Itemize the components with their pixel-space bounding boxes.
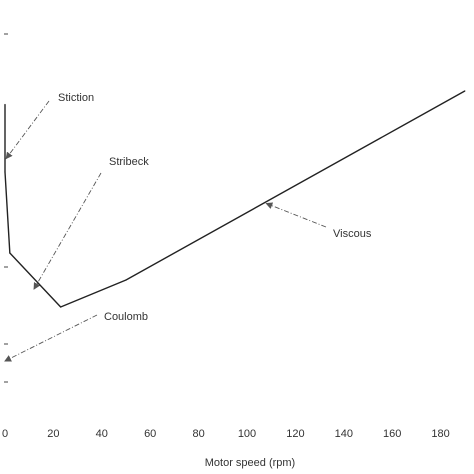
x-tick-label: 120 (286, 428, 304, 440)
annotation-leader-line (265, 202, 327, 228)
annotation-label-stiction: Stiction (58, 92, 94, 104)
x-tick-label: 180 (431, 428, 449, 440)
x-tick-label: 0 (2, 428, 8, 440)
annotation-leader-line (4, 314, 98, 362)
y-axis-ticks (4, 33, 8, 383)
curve-vertex (60, 306, 62, 308)
x-tick-label: 40 (96, 428, 108, 440)
x-tick-label: 140 (335, 428, 353, 440)
annotation-label-viscous: Viscous (333, 228, 372, 240)
annotations: Stiction Stribeck Viscous Coulomb (4, 92, 372, 362)
annotation-label-stribeck: Stribeck (109, 156, 149, 168)
x-tick-label: 60 (144, 428, 156, 440)
series-group (4, 90, 466, 308)
annotation-label-coulomb: Coulomb (104, 311, 148, 323)
x-tick-label: 80 (192, 428, 204, 440)
friction-curve (4, 90, 466, 308)
x-axis-title: Motor speed (rpm) (205, 457, 295, 469)
x-tick-label: 100 (238, 428, 256, 440)
annotation-leader-line (5, 100, 50, 160)
curve-vertex (125, 279, 127, 281)
x-axis-ticks: 0 20 40 60 80 100 120 140 160 180 (2, 428, 450, 440)
x-tick-label: 160 (383, 428, 401, 440)
curve-vertex (464, 90, 466, 92)
curve-vertex (4, 103, 6, 106)
curve-vertex (9, 252, 11, 254)
curve-vertex (4, 171, 6, 173)
x-tick-label: 20 (47, 428, 59, 440)
annotation-leader-line (33, 172, 102, 290)
